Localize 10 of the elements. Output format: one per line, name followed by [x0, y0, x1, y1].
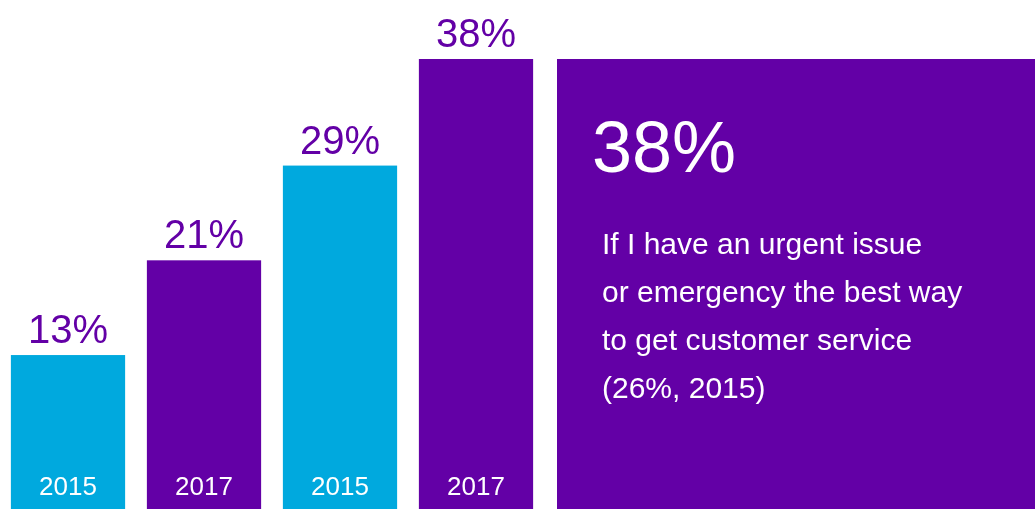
data-label: 13% — [27, 307, 109, 352]
data-label: 38% — [435, 11, 517, 55]
x-tick-label: 2017 — [175, 471, 233, 501]
x-tick-label: 2017 — [447, 471, 505, 501]
x-tick-label: 2015 — [311, 471, 369, 501]
data-label: 29% — [299, 117, 381, 162]
data-label: 21% — [163, 212, 245, 257]
x-tick-label: 2015 — [39, 471, 97, 501]
text: If I have an urgent issue or emergency the best way to get customer service (26%, 2015) — [602, 227, 963, 404]
text: 38% — [592, 107, 737, 187]
